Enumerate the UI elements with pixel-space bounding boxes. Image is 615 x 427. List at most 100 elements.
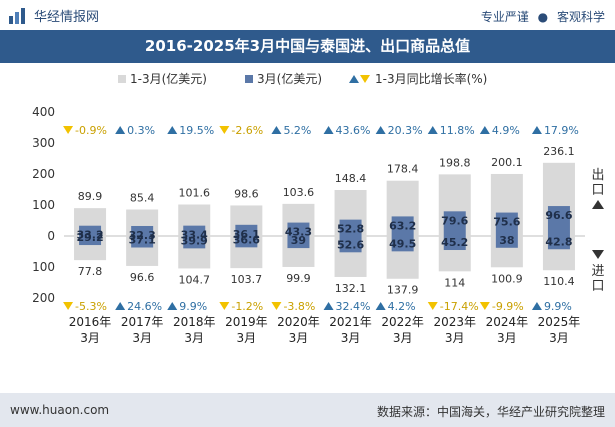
export-growth-label: 19.5% bbox=[167, 124, 214, 137]
x-tick-label: 2020年 3月 bbox=[277, 315, 320, 345]
export-growth-label: 4.9% bbox=[479, 124, 520, 137]
export-month-bar bbox=[443, 211, 466, 236]
export-growth-label: 5.2% bbox=[271, 124, 311, 137]
import-growth-label: 4.2% bbox=[375, 300, 416, 313]
export-growth-label: 20.3% bbox=[375, 124, 423, 137]
brand[interactable]: 华经情报网 bbox=[8, 6, 99, 25]
import-growth-label: 32.4% bbox=[323, 300, 371, 313]
export-month-label: 33.2 bbox=[76, 229, 103, 242]
legend-item-growth: 1-3月同比增长率(%) bbox=[349, 71, 487, 86]
side-label-export-char-2: 口 bbox=[591, 183, 604, 198]
import-growth-text: 24.6% bbox=[127, 300, 162, 313]
import-growth-text: 9.9% bbox=[544, 300, 572, 313]
x-tick-label: 2025年 3月 bbox=[538, 315, 581, 345]
export-up-arrow-icon bbox=[592, 200, 604, 209]
export-month-label: 33.4 bbox=[181, 229, 208, 242]
export-month-label: 63.2 bbox=[389, 219, 416, 232]
y-tick-label: 400 bbox=[32, 105, 55, 119]
export-month-bar bbox=[79, 225, 102, 236]
legend-down-triangle-icon bbox=[360, 75, 370, 83]
export-growth-text: 0.3% bbox=[127, 124, 155, 137]
up-triangle-icon bbox=[167, 126, 178, 134]
legend-label-month: 3月(亿美元) bbox=[257, 71, 322, 86]
import-month-label: 52.6 bbox=[337, 238, 364, 251]
export-month-bar bbox=[235, 224, 258, 236]
export-cumulative-label: 236.1 bbox=[543, 145, 575, 158]
footer-source: 数据来源：中国海关，华经产业研究院整理 bbox=[376, 405, 605, 419]
export-growth-text: 4.9% bbox=[492, 124, 520, 137]
export-cumulative-label: 103.6 bbox=[283, 186, 315, 199]
legend: 1-3月(亿美元) 3月(亿美元) 1-3月同比增长率(%) bbox=[118, 71, 487, 86]
import-month-label: 42.8 bbox=[545, 235, 572, 248]
down-triangle-icon bbox=[63, 302, 74, 310]
export-month-bar bbox=[183, 225, 206, 236]
import-month-label: 37.1 bbox=[129, 234, 156, 247]
export-cumulative-label: 178.4 bbox=[387, 163, 419, 176]
import-month-label: 29.2 bbox=[76, 231, 103, 244]
export-growth-label: 0.3% bbox=[115, 124, 155, 137]
export-month-bar bbox=[339, 219, 362, 236]
export-month-bar bbox=[391, 216, 414, 236]
import-month-bar bbox=[183, 236, 206, 249]
chart-title: 2016-2025年3月中国与泰国进、出口商品总值 bbox=[0, 30, 615, 63]
legend-swatch-month bbox=[245, 75, 253, 83]
side-label-export-char-1: 出 bbox=[591, 168, 604, 183]
export-cumulative-label: 198.8 bbox=[439, 156, 471, 169]
import-growth-label: -1.2% bbox=[219, 300, 263, 313]
import-cumulative-label: 77.8 bbox=[78, 265, 103, 278]
chart-area: 1-3月(亿美元) 3月(亿美元) 1-3月同比增长率(%) 400 300 200 10… bbox=[32, 71, 604, 345]
import-growth-text: -1.2% bbox=[231, 300, 263, 313]
footer-site[interactable]: www.huaon.com bbox=[10, 403, 110, 417]
export-month-bar bbox=[131, 225, 154, 236]
x-tick-label: 2021年 3月 bbox=[329, 315, 372, 345]
y-tick-label: 100 bbox=[32, 198, 55, 212]
slogan-right: 客观科学 bbox=[556, 10, 605, 24]
export-growth-label: -2.6% bbox=[219, 124, 263, 137]
export-month-bar bbox=[495, 212, 518, 236]
import-growth-text: -3.8% bbox=[283, 300, 315, 313]
export-cumulative-label: 85.4 bbox=[130, 192, 155, 205]
export-month-label: 43.3 bbox=[285, 226, 312, 239]
export-month-label: 96.6 bbox=[545, 209, 572, 222]
up-triangle-icon bbox=[375, 126, 386, 134]
export-cumulative-label: 89.9 bbox=[78, 190, 103, 203]
slogan: 专业严谨 ● 客观科学 bbox=[481, 8, 605, 25]
legend-label-cumulative: 1-3月(亿美元) bbox=[130, 71, 207, 86]
import-growth-text: -9.9% bbox=[492, 300, 524, 313]
export-month-label: 79.6 bbox=[441, 214, 468, 227]
x-tick-label: 2024年 3月 bbox=[486, 315, 529, 345]
import-growth-label: 24.6% bbox=[115, 300, 162, 313]
export-cumulative-label: 200.1 bbox=[491, 156, 523, 169]
x-tick-label: 2023年 3月 bbox=[433, 315, 476, 345]
data-labels: 89.9 77.8 33.229.2 -0.9% -5.3% 85.4 96.6 32.337… bbox=[63, 124, 579, 313]
export-growth-label: 43.6% bbox=[323, 124, 371, 137]
import-month-label: 36.6 bbox=[233, 233, 260, 246]
import-growth-text: 32.4% bbox=[336, 300, 371, 313]
import-growth-label: -3.8% bbox=[271, 300, 315, 313]
down-triangle-icon bbox=[219, 126, 230, 134]
down-triangle-icon bbox=[271, 302, 282, 310]
bars bbox=[74, 162, 575, 279]
export-month-label: 75.6 bbox=[493, 216, 520, 229]
import-cumulative-label: 99.9 bbox=[286, 272, 311, 285]
import-month-bar bbox=[79, 236, 102, 246]
import-growth-text: 4.2% bbox=[388, 300, 416, 313]
import-month-label: 39 bbox=[291, 234, 306, 247]
export-growth-text: 43.6% bbox=[336, 124, 371, 137]
import-growth-label: -17.4% bbox=[427, 300, 479, 313]
import-month-label: 39.9 bbox=[181, 234, 208, 247]
up-triangle-icon bbox=[531, 126, 542, 134]
side-label-import-char-1: 进 bbox=[591, 264, 604, 279]
slogan-separator: ● bbox=[537, 10, 549, 24]
brand-logo-icon bbox=[9, 7, 25, 24]
import-cumulative-label: 104.7 bbox=[179, 273, 211, 286]
y-tick-label: 300 bbox=[32, 136, 55, 150]
legend-up-triangle-icon bbox=[349, 75, 359, 83]
legend-item-month: 3月(亿美元) bbox=[245, 71, 322, 86]
import-month-bar bbox=[235, 236, 258, 248]
export-growth-text: -0.9% bbox=[75, 124, 107, 137]
y-tick-label: 200 bbox=[32, 167, 55, 181]
export-month-label: 52.8 bbox=[337, 223, 364, 236]
import-month-bar bbox=[287, 236, 310, 249]
legend-item-cumulative: 1-3月(亿美元) bbox=[118, 71, 207, 86]
